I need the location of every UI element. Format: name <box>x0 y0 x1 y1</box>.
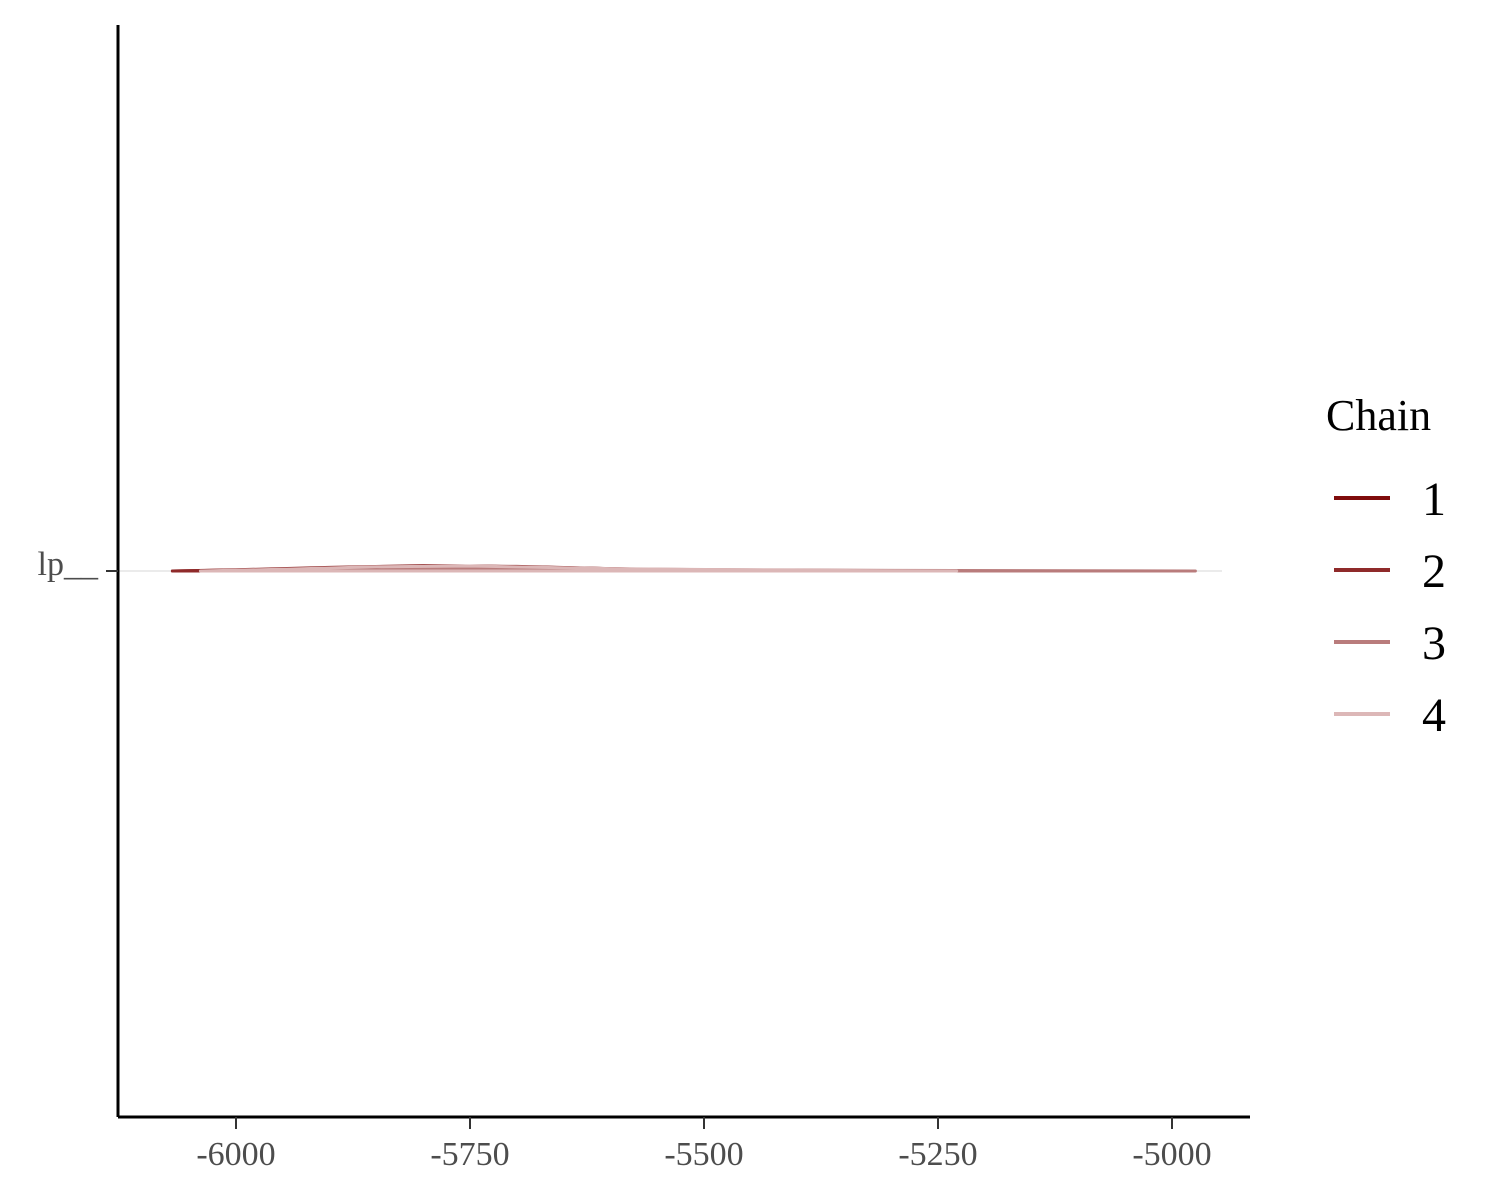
legend-title: Chain <box>1326 391 1431 440</box>
x-tick-label: -5250 <box>898 1136 977 1173</box>
x-tick-label: -6000 <box>196 1136 275 1173</box>
legend-label-chain-3: 3 <box>1422 617 1446 670</box>
x-ticks: -6000 -5750 -5500 -5250 -5000 <box>196 1117 1212 1173</box>
y-tick-label-lp: lp__ <box>38 546 99 583</box>
density-series-layer <box>170 564 1197 573</box>
legend-label-chain-4: 4 <box>1422 689 1446 742</box>
x-tick-label: -5750 <box>430 1136 509 1173</box>
legend-label-chain-2: 2 <box>1422 545 1446 598</box>
legend-label-chain-1: 1 <box>1422 473 1446 526</box>
legend: Chain 1 2 3 4 <box>1326 391 1446 742</box>
x-tick-label: -5000 <box>1132 1136 1211 1173</box>
x-tick-label: -5500 <box>664 1136 743 1173</box>
legend-entries: 1 2 3 4 <box>1334 473 1446 742</box>
density-series-chain-4 <box>198 564 959 573</box>
